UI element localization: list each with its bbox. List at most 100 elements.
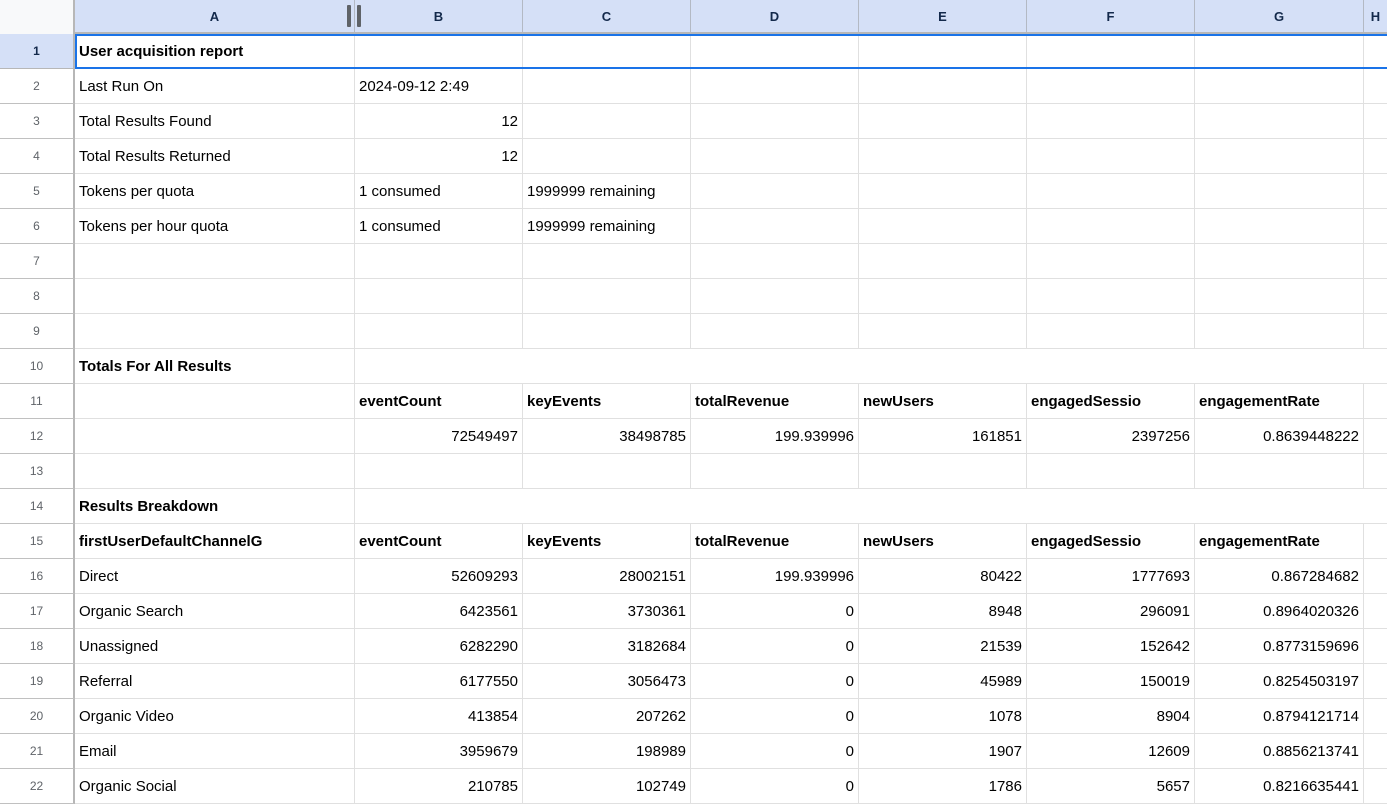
cell-B21[interactable]: 3959679 — [355, 734, 523, 769]
cell-D21[interactable]: 0 — [691, 734, 859, 769]
cell-A19[interactable]: Referral — [75, 664, 355, 699]
column-header-f[interactable]: F — [1027, 0, 1195, 32]
cell-B18[interactable]: 6282290 — [355, 629, 523, 664]
row-header-14[interactable]: 14 — [0, 489, 75, 524]
column-resize-handle-a-b[interactable] — [347, 0, 361, 32]
cell-G18[interactable]: 0.8773159696 — [1195, 629, 1364, 664]
cell-C19[interactable]: 3056473 — [523, 664, 691, 699]
cell-H12[interactable] — [1364, 419, 1387, 454]
cell-H11[interactable] — [1364, 384, 1387, 419]
cell-F8[interactable] — [1027, 279, 1195, 314]
cell-E18[interactable]: 21539 — [859, 629, 1027, 664]
cell-F2[interactable] — [1027, 69, 1195, 104]
cell-F19[interactable]: 150019 — [1027, 664, 1195, 699]
cell-A13[interactable] — [75, 454, 355, 489]
cell-A10[interactable]: Totals For All Results — [75, 349, 355, 384]
cell-G7[interactable] — [1195, 244, 1364, 279]
cell-H17[interactable] — [1364, 594, 1387, 629]
cell-G4[interactable] — [1195, 139, 1364, 174]
cell-A4[interactable]: Total Results Returned — [75, 139, 355, 174]
cell-D20[interactable]: 0 — [691, 699, 859, 734]
cell-H22[interactable] — [1364, 769, 1387, 804]
cell-B17[interactable]: 6423561 — [355, 594, 523, 629]
cell-E1[interactable] — [859, 34, 1027, 69]
cell-D12[interactable]: 199.939996 — [691, 419, 859, 454]
row-header-19[interactable]: 19 — [0, 664, 75, 699]
cell-A1[interactable]: User acquisition report — [75, 34, 355, 69]
cell-G1[interactable] — [1195, 34, 1364, 69]
cell-G19[interactable]: 0.8254503197 — [1195, 664, 1364, 699]
cell-A21[interactable]: Email — [75, 734, 355, 769]
cell-D1[interactable] — [691, 34, 859, 69]
cell-F9[interactable] — [1027, 314, 1195, 349]
cell-D6[interactable] — [691, 209, 859, 244]
cell-F5[interactable] — [1027, 174, 1195, 209]
cell-E14[interactable] — [859, 489, 1027, 524]
cell-G5[interactable] — [1195, 174, 1364, 209]
cell-A11[interactable] — [75, 384, 355, 419]
cell-H7[interactable] — [1364, 244, 1387, 279]
cell-F13[interactable] — [1027, 454, 1195, 489]
cell-A16[interactable]: Direct — [75, 559, 355, 594]
cell-G15[interactable]: engagementRate — [1195, 524, 1364, 559]
cell-E13[interactable] — [859, 454, 1027, 489]
cell-G2[interactable] — [1195, 69, 1364, 104]
cell-A12[interactable] — [75, 419, 355, 454]
cell-H9[interactable] — [1364, 314, 1387, 349]
column-header-a[interactable]: A — [75, 0, 361, 32]
cell-G20[interactable]: 0.8794121714 — [1195, 699, 1364, 734]
cell-G22[interactable]: 0.8216635441 — [1195, 769, 1364, 804]
cell-E17[interactable]: 8948 — [859, 594, 1027, 629]
row-header-15[interactable]: 15 — [0, 524, 75, 559]
cell-D7[interactable] — [691, 244, 859, 279]
grid-body[interactable]: 1 User acquisition report 2 Last Run On 2024… — [0, 34, 1387, 810]
cell-F11[interactable]: engagedSessio — [1027, 384, 1195, 419]
cell-F7[interactable] — [1027, 244, 1195, 279]
cell-B19[interactable]: 6177550 — [355, 664, 523, 699]
cell-B12[interactable]: 72549497 — [355, 419, 523, 454]
cell-D14[interactable] — [691, 489, 859, 524]
row-header-17[interactable]: 17 — [0, 594, 75, 629]
row-header-7[interactable]: 7 — [0, 244, 75, 279]
row-header-22[interactable]: 22 — [0, 769, 75, 804]
column-header-b[interactable]: B — [355, 0, 523, 32]
cell-C3[interactable] — [523, 104, 691, 139]
cell-H18[interactable] — [1364, 629, 1387, 664]
row-header-6[interactable]: 6 — [0, 209, 75, 244]
cell-C10[interactable] — [523, 349, 691, 384]
cell-B1[interactable] — [355, 34, 523, 69]
cell-G8[interactable] — [1195, 279, 1364, 314]
cell-E16[interactable]: 80422 — [859, 559, 1027, 594]
cell-F22[interactable]: 5657 — [1027, 769, 1195, 804]
cell-F6[interactable] — [1027, 209, 1195, 244]
cell-G14[interactable] — [1195, 489, 1364, 524]
cell-E10[interactable] — [859, 349, 1027, 384]
cell-H2[interactable] — [1364, 69, 1387, 104]
cell-A22[interactable]: Organic Social — [75, 769, 355, 804]
cell-H1[interactable] — [1364, 34, 1387, 69]
cell-B2[interactable]: 2024-09-12 2:49 — [355, 69, 523, 104]
row-header-18[interactable]: 18 — [0, 629, 75, 664]
cell-G10[interactable] — [1195, 349, 1364, 384]
column-header-g[interactable]: G — [1195, 0, 1364, 32]
cell-F4[interactable] — [1027, 139, 1195, 174]
cell-F10[interactable] — [1027, 349, 1195, 384]
cell-G3[interactable] — [1195, 104, 1364, 139]
cell-E15[interactable]: newUsers — [859, 524, 1027, 559]
row-header-11[interactable]: 11 — [0, 384, 75, 419]
select-all-corner[interactable] — [0, 0, 75, 34]
cell-B20[interactable]: 413854 — [355, 699, 523, 734]
cell-E7[interactable] — [859, 244, 1027, 279]
row-header-20[interactable]: 20 — [0, 699, 75, 734]
cell-B16[interactable]: 52609293 — [355, 559, 523, 594]
row-header-8[interactable]: 8 — [0, 279, 75, 314]
cell-B6[interactable]: 1 consumed — [355, 209, 523, 244]
cell-D15[interactable]: totalRevenue — [691, 524, 859, 559]
cell-H6[interactable] — [1364, 209, 1387, 244]
cell-D10[interactable] — [691, 349, 859, 384]
cell-D3[interactable] — [691, 104, 859, 139]
cell-C18[interactable]: 3182684 — [523, 629, 691, 664]
cell-F15[interactable]: engagedSessio — [1027, 524, 1195, 559]
cell-C5[interactable]: 1999999 remaining — [523, 174, 691, 209]
column-header-c[interactable]: C — [523, 0, 691, 32]
